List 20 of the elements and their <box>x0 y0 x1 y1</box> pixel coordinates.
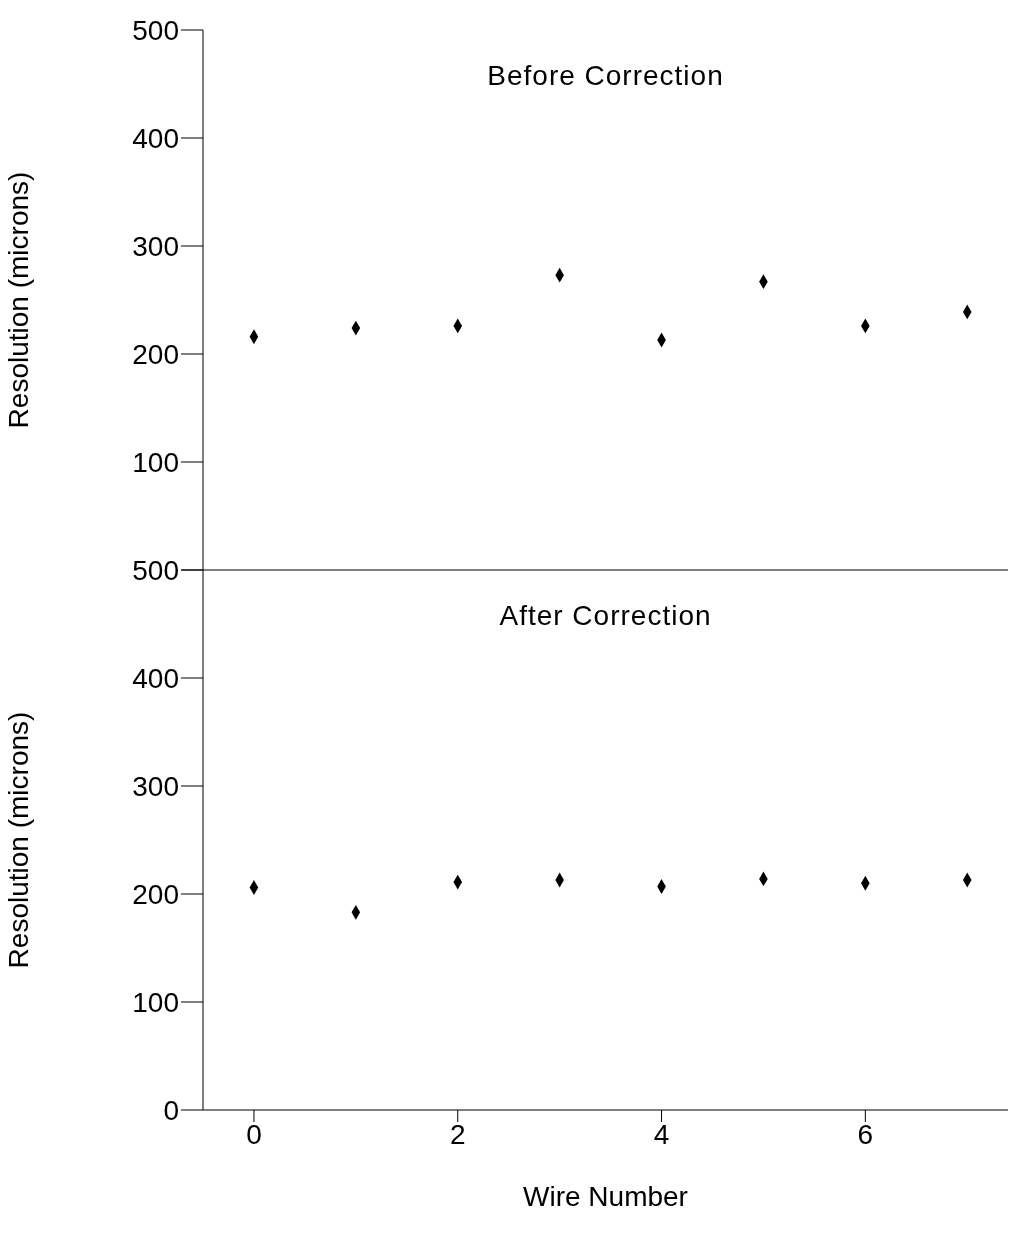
x-axis-title: Wire Number <box>523 1181 688 1212</box>
y-axis-title: Resolution (microns) <box>2 171 34 429</box>
x-tick-label: 0 <box>246 1118 262 1150</box>
x-tick-label: 2 <box>449 1118 466 1150</box>
y-tick-label: 500 <box>132 14 179 46</box>
y-tick-label: 100 <box>132 986 179 1018</box>
y-axis-title: Resolution (microns) <box>2 711 34 969</box>
x-tick-label: 6 <box>857 1118 874 1150</box>
y-tick-label: 200 <box>132 878 179 910</box>
y-tick-label: 500 <box>132 554 179 586</box>
x-tick-label: 4 <box>653 1118 670 1150</box>
y-tick-label: 200 <box>132 338 179 370</box>
y-tick-label: 400 <box>132 122 179 154</box>
y-tick-label: 300 <box>132 770 179 802</box>
y-tick-label: 400 <box>132 662 179 694</box>
y-tick-label: 100 <box>132 446 179 478</box>
y-tick-label: 300 <box>132 230 179 262</box>
text: After Correction <box>498 600 713 632</box>
text: Before Correction <box>486 60 725 92</box>
y-tick-label: 0 <box>163 1094 179 1126</box>
